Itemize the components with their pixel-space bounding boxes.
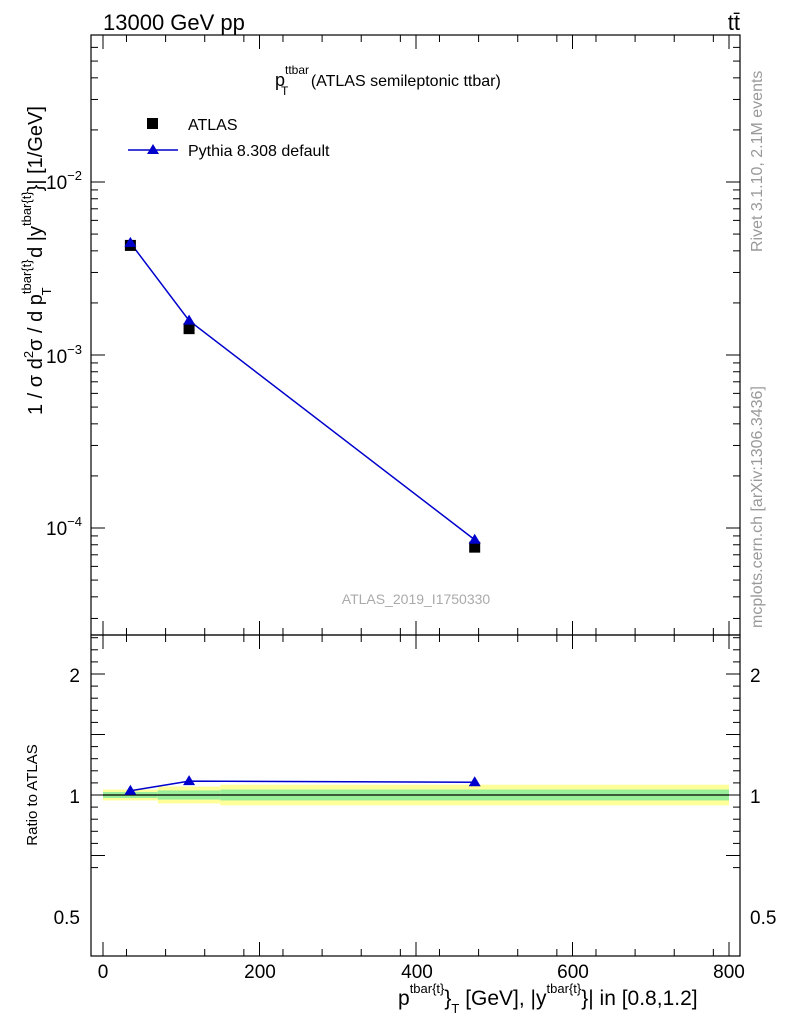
x-tick-label-800: 800 [713,962,745,983]
analysis-watermark: ATLAS_2019_I1750330 [342,591,491,607]
pythia-point [468,533,481,544]
ratio-tick-label-2-left: 2 [69,666,80,687]
x-tick-label-600: 600 [557,962,589,983]
ratio-pythia-point [124,784,137,795]
mcplots-label: mcplots.cern.ch [arXiv:1306.3436] [749,386,766,628]
plot-title-main: p [275,70,285,90]
main-y-tick-labels: 10−4 10−3 10−2 [46,168,82,540]
main-axis-ticks [91,35,740,635]
ratio-y-tick-labels: 2 1 0.5 2 1 0.5 [54,666,777,929]
atlas-point [469,541,481,553]
process-label: tt̄ [728,10,740,35]
x-tick-label-400: 400 [401,962,433,983]
ratio-axis-ticks [91,635,740,956]
pythia-point [183,314,196,325]
legend-marker-pythia [147,144,159,154]
plot-title-sup: ttbar [285,63,309,77]
pythia-point [124,236,137,247]
legend-marker-atlas [147,118,158,129]
rivet-label: Rivet 3.1.10, 2.1M events [749,71,766,252]
legend: ATLAS Pythia 8.308 default [128,117,330,160]
ratio-tick-label-1-left: 1 [69,787,80,808]
main-data [124,236,481,553]
ratio-tick-label-1-right: 1 [750,787,761,808]
energy-label: 13000 GeV pp [103,10,245,35]
x-tick-labels: 0 200 400 600 800 [98,962,745,983]
plot-title-sub: T [281,84,289,98]
ratio-data [124,775,481,795]
legend-label-atlas: ATLAS [188,117,238,134]
atlas-point [183,323,195,335]
plot-title: pttbar T (ATLAS semileptonic ttbar) [275,63,501,98]
ratio-y-axis-label: Ratio to ATLAS [24,744,41,845]
ratio-pythia-point [183,775,196,786]
ratio-tick-label-05-right: 0.5 [750,908,776,929]
plot-title-rest: (ATLAS semileptonic ttbar) [306,73,500,90]
uncertainty-bands [103,784,729,806]
legend-label-pythia: Pythia 8.308 default [188,143,330,160]
x-tick-label-200: 200 [244,962,276,983]
ratio-tick-label-05-left: 0.5 [54,908,80,929]
ratio-pythia-point [468,776,481,787]
x-tick-label-0: 0 [98,962,109,983]
ratio-tick-label-2-right: 2 [750,666,761,687]
